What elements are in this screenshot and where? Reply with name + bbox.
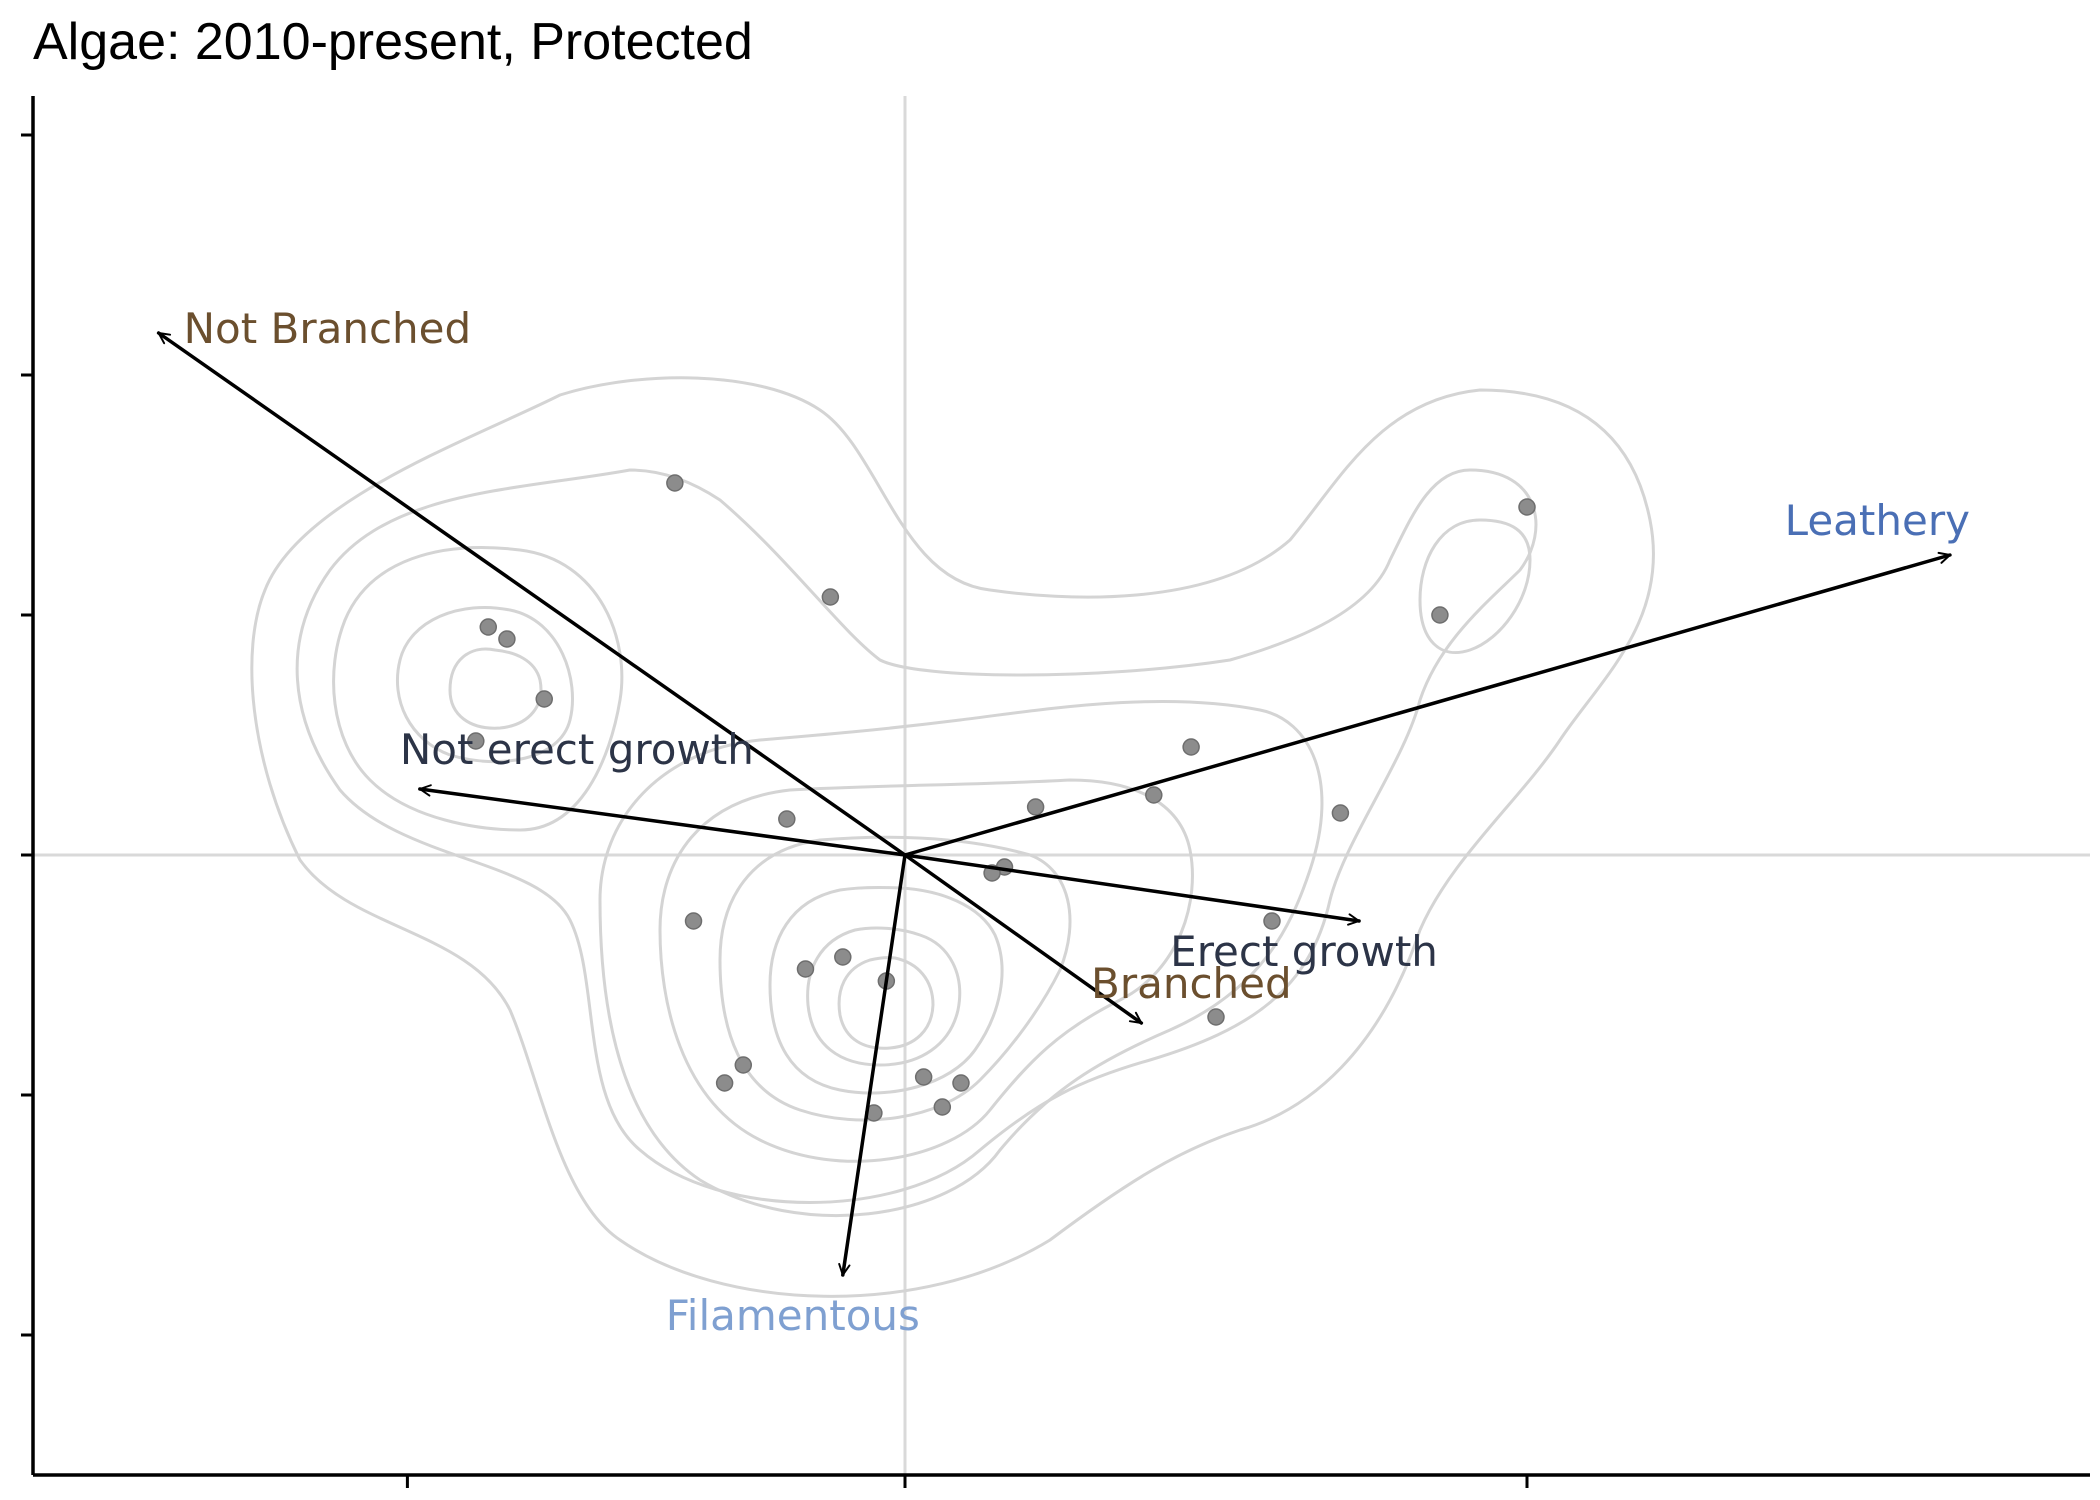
data-point	[467, 732, 485, 750]
y-axis-ticks	[21, 133, 33, 1337]
density-contour	[448, 647, 543, 730]
data-point	[914, 1068, 933, 1086]
vector-label: Leathery	[1785, 496, 1970, 545]
data-point	[1263, 912, 1281, 930]
vector-arrow	[903, 853, 1361, 926]
data-point	[535, 690, 553, 708]
data-point	[778, 810, 796, 828]
data-point	[1207, 1008, 1225, 1026]
data-point	[1518, 498, 1536, 516]
vector-arrow	[418, 784, 907, 857]
density-contour	[598, 699, 1324, 1217]
data-point	[1431, 606, 1449, 624]
density-contour	[332, 546, 624, 832]
density-contour	[395, 605, 574, 764]
data-point	[1026, 798, 1045, 816]
data-point	[1145, 786, 1163, 804]
data-point	[734, 1056, 753, 1074]
density-contour	[658, 778, 1194, 1163]
data-point	[952, 1074, 970, 1092]
loading-vectors: Not Branched Leathery Not erect growth Erec…	[156, 304, 1970, 1340]
density-contour	[718, 835, 1072, 1122]
axes	[21, 96, 2090, 1488]
vector-label: Not Branched	[184, 304, 472, 353]
vector-label: Erect growth	[1170, 927, 1438, 976]
chart-title: Algae: 2010-present, Protected	[33, 13, 753, 71]
vector-arrow	[156, 331, 907, 857]
data-point	[834, 948, 852, 966]
density-contour	[806, 926, 962, 1067]
vector-arrow	[903, 551, 1952, 857]
vector-label: Branched	[1091, 959, 1292, 1008]
data-point	[1331, 804, 1350, 822]
reference-lines	[33, 96, 2090, 1475]
data-point	[666, 474, 684, 492]
vector-arrow	[838, 853, 907, 1277]
density-contours	[250, 376, 1656, 1298]
data-point	[821, 588, 840, 606]
data-point	[479, 618, 498, 636]
data-point	[1182, 738, 1200, 756]
density-contour	[1418, 518, 1532, 654]
vector-arrow	[903, 853, 1144, 1025]
data-point	[498, 630, 516, 648]
data-point	[796, 960, 815, 978]
density-contour	[837, 956, 935, 1050]
vector-label: Not erect growth	[400, 725, 754, 774]
density-contour	[250, 376, 1656, 1298]
data-point	[933, 1098, 952, 1116]
data-point	[715, 1074, 734, 1092]
vector-label: Filamentous	[666, 1291, 920, 1340]
data-point	[684, 912, 703, 930]
x-axis-ticks	[405, 1475, 1529, 1488]
density-contour	[768, 885, 1004, 1095]
